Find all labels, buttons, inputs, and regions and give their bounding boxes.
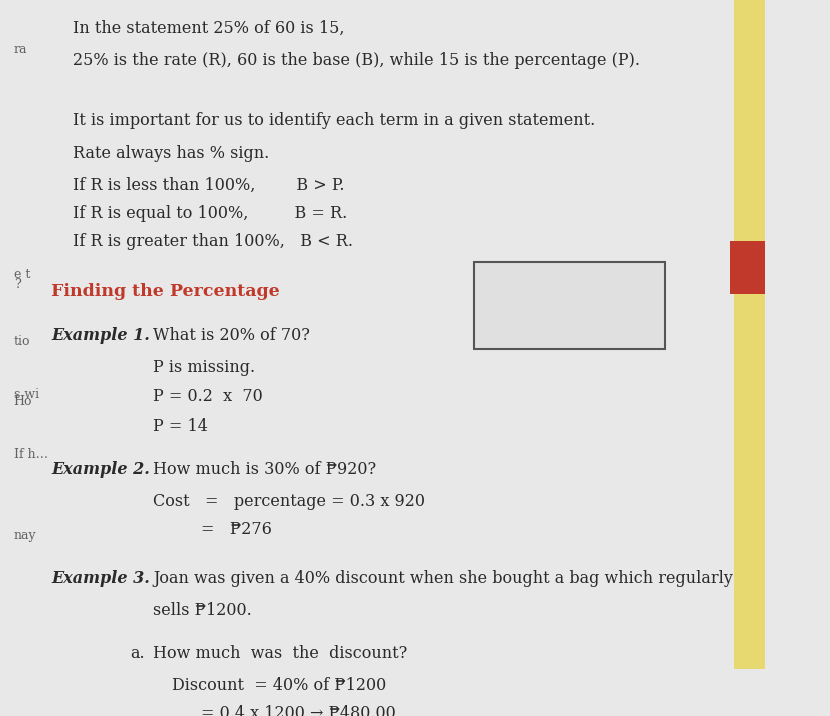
Text: ra: ra xyxy=(14,44,27,57)
Text: It is important for us to identify each term in a given statement.: It is important for us to identify each … xyxy=(73,112,595,130)
FancyBboxPatch shape xyxy=(474,262,666,349)
Text: If R is less than 100%,        B > P.: If R is less than 100%, B > P. xyxy=(73,177,344,193)
Text: P is missing.: P is missing. xyxy=(153,359,255,376)
Text: What is 20% of 70?: What is 20% of 70? xyxy=(153,326,310,344)
Text: e t: e t xyxy=(14,268,30,281)
Text: Discount  = 40% of ₱1200: Discount = 40% of ₱1200 xyxy=(172,677,386,695)
Text: P = R x B: P = R x B xyxy=(531,326,608,343)
Text: nay: nay xyxy=(14,528,37,542)
Text: a.: a. xyxy=(130,645,144,662)
Text: tio: tio xyxy=(14,334,30,347)
Text: P = 14: P = 14 xyxy=(153,417,208,435)
Text: Rate always has % sign.: Rate always has % sign. xyxy=(73,145,269,162)
Text: If R is equal to 100%,         B = R.: If R is equal to 100%, B = R. xyxy=(73,205,347,222)
Text: If R is greater than 100%,   B < R.: If R is greater than 100%, B < R. xyxy=(73,233,353,250)
Text: = 0.4 x 1200 → ₱480.00: = 0.4 x 1200 → ₱480.00 xyxy=(201,705,396,716)
Text: Example 1.: Example 1. xyxy=(51,326,150,344)
Text: sells ₱1200.: sells ₱1200. xyxy=(153,601,251,619)
Text: Ho: Ho xyxy=(14,395,32,408)
Text: If h…: If h… xyxy=(14,448,48,461)
Text: Joan was given a 40% discount when she bought a bag which regularly: Joan was given a 40% discount when she b… xyxy=(153,569,733,586)
Text: How much is 30% of ₱920?: How much is 30% of ₱920? xyxy=(153,461,376,478)
Bar xyxy=(730,241,764,294)
Text: =   ₱276: = ₱276 xyxy=(201,521,272,538)
Text: To find for: To find for xyxy=(528,272,612,289)
Text: 25% is the rate (R), 60 is the base (B), while 15 is the percentage (P).: 25% is the rate (R), 60 is the base (B),… xyxy=(73,52,640,69)
Text: How much  was  the  discount?: How much was the discount? xyxy=(153,645,408,662)
Text: Example 2.: Example 2. xyxy=(51,461,150,478)
Text: Example 3.: Example 3. xyxy=(51,569,150,586)
Text: s wi: s wi xyxy=(14,388,39,401)
Bar xyxy=(735,0,764,669)
Text: Percentage:: Percentage: xyxy=(521,299,618,316)
Text: P = 0.2  x  70: P = 0.2 x 70 xyxy=(153,388,262,405)
Text: Finding the Percentage: Finding the Percentage xyxy=(51,283,280,300)
Text: Cost   =   percentage = 0.3 x 920: Cost = percentage = 0.3 x 920 xyxy=(153,493,425,511)
Text: ?: ? xyxy=(14,278,21,291)
Text: In the statement 25% of 60 is 15,: In the statement 25% of 60 is 15, xyxy=(73,20,344,37)
